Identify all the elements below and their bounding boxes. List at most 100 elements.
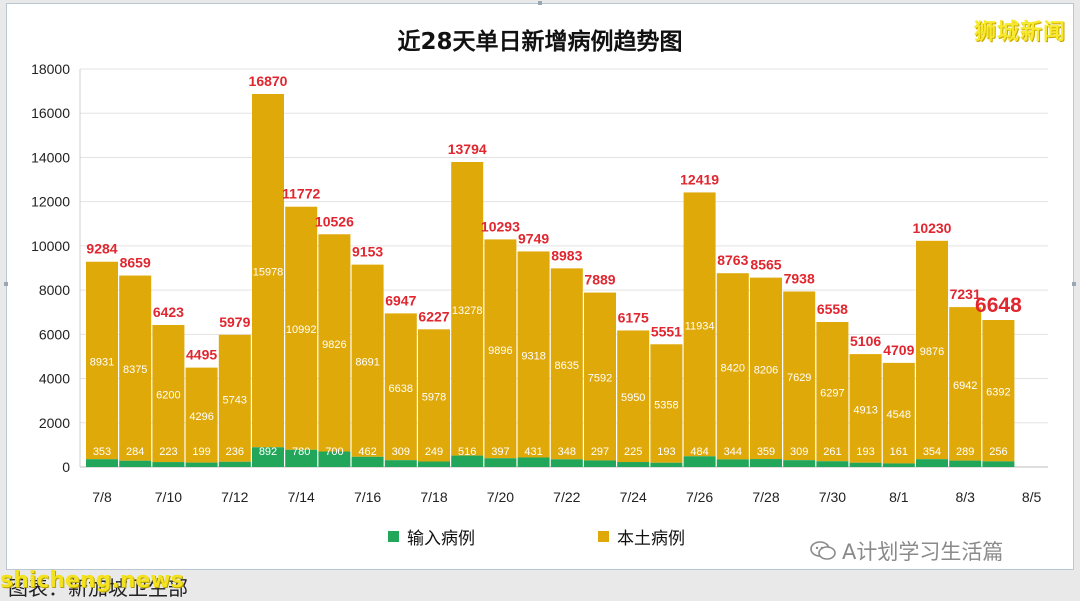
resize-handle-left[interactable] [4, 282, 8, 286]
bar-imported [218, 461, 251, 467]
data-label-total: 7889 [584, 272, 615, 288]
data-label-imported: 484 [690, 446, 708, 458]
data-label-local: 5978 [422, 391, 446, 403]
bar-imported [351, 456, 384, 467]
resize-handle-top[interactable] [538, 1, 542, 5]
data-label-imported: 700 [325, 446, 343, 458]
y-tick-label: 18000 [31, 61, 70, 77]
data-label-total: 6423 [153, 304, 184, 320]
data-label-total: 8659 [120, 255, 151, 271]
wechat-account-name: A计划学习生活篇 [842, 540, 1004, 564]
bar-imported [816, 461, 849, 467]
data-label-imported: 354 [923, 446, 941, 458]
data-label-imported: 353 [93, 446, 111, 458]
data-label-total: 12419 [680, 171, 719, 187]
data-label-imported: 309 [790, 446, 808, 458]
data-label-local: 6638 [389, 383, 413, 395]
y-tick-label: 12000 [31, 194, 70, 210]
data-label-imported: 193 [657, 446, 675, 458]
legend-label-imported: 输入病例 [407, 529, 475, 549]
y-tick-label: 16000 [31, 105, 70, 121]
data-label-imported: 359 [757, 446, 775, 458]
bar-local [617, 330, 650, 463]
data-label-local: 6297 [820, 388, 844, 400]
data-label-imported: 161 [890, 446, 908, 458]
y-tick-label: 0 [62, 459, 70, 475]
data-label-total: 8983 [551, 247, 582, 263]
data-label-local: 8931 [90, 356, 114, 368]
bar-local [185, 367, 218, 463]
legend-label-local: 本土病例 [617, 529, 685, 549]
data-label-local: 4548 [887, 409, 911, 421]
data-label-imported: 397 [491, 446, 509, 458]
data-label-local: 6200 [156, 390, 180, 402]
x-tick-label: 7/18 [420, 489, 447, 505]
bar-imported [683, 456, 716, 467]
bar-local [218, 334, 251, 462]
data-label-local: 9826 [322, 339, 346, 351]
bar-imported [916, 459, 948, 467]
data-label-local: 5743 [223, 394, 247, 406]
data-label-local: 9876 [920, 346, 944, 358]
data-label-imported: 309 [392, 446, 410, 458]
data-label-local: 8691 [355, 357, 379, 369]
y-tick-label: 2000 [39, 415, 70, 431]
data-label-local: 15978 [253, 267, 284, 279]
data-label-local: 5950 [621, 392, 645, 404]
data-label-local: 8375 [123, 364, 147, 376]
bar-imported [86, 459, 118, 467]
bar-local [750, 277, 782, 460]
bar-local [351, 264, 384, 457]
data-label-imported: 289 [956, 446, 974, 458]
bar-imported [949, 460, 982, 467]
data-label-local: 7592 [588, 372, 612, 384]
data-label-local: 13278 [452, 305, 483, 317]
y-tick-label: 4000 [39, 371, 70, 387]
bar-local [683, 192, 716, 457]
data-label-total: 6947 [385, 292, 416, 308]
data-label-total: 5979 [219, 314, 250, 330]
y-tick-label: 10000 [31, 238, 70, 254]
data-label-imported: 223 [159, 446, 177, 458]
bar-imported [252, 447, 284, 467]
data-label-local: 5358 [654, 399, 678, 411]
data-label-total: 4709 [883, 342, 914, 358]
data-label-local: 6942 [953, 380, 977, 392]
data-label-imported: 348 [558, 446, 576, 458]
data-label-total: 6227 [418, 308, 449, 324]
bar-imported [750, 459, 782, 467]
legend-local: 本土病例 [598, 524, 685, 549]
data-label-total: 9749 [518, 230, 549, 246]
data-label-total: 13794 [448, 141, 487, 157]
bar-imported [783, 460, 816, 467]
data-label-total: 8565 [750, 257, 781, 273]
bar-local [550, 268, 583, 460]
bar-imported [185, 462, 218, 467]
x-tick-label: 8/1 [889, 489, 909, 505]
bar-local [119, 275, 152, 461]
y-tick-label: 8000 [39, 282, 70, 298]
data-label-imported: 297 [591, 446, 609, 458]
bar-local [849, 354, 882, 463]
site-watermark: shicheng.news [0, 568, 184, 593]
bar-local [318, 234, 351, 452]
bar-imported [152, 462, 185, 467]
data-label-local: 10992 [286, 324, 317, 336]
data-label-total: 10526 [315, 213, 354, 229]
resize-handle-right[interactable] [1072, 282, 1076, 286]
bar-imported [119, 460, 152, 467]
data-label-total: 9153 [352, 244, 383, 260]
bar-imported [650, 462, 683, 467]
data-label-imported: 780 [292, 446, 310, 458]
data-label-total: 6175 [618, 309, 649, 325]
data-label-total: 5551 [651, 323, 682, 339]
legend-swatch-local [598, 531, 609, 542]
x-tick-label: 7/22 [553, 489, 580, 505]
data-label-imported: 256 [989, 446, 1007, 458]
data-label-total: 8763 [717, 252, 748, 268]
x-tick-label: 7/20 [487, 489, 514, 505]
chart-title: 近28天单日新增病例趋势图 [397, 29, 683, 55]
data-label-local: 4296 [189, 411, 213, 423]
bar-local [418, 329, 450, 462]
